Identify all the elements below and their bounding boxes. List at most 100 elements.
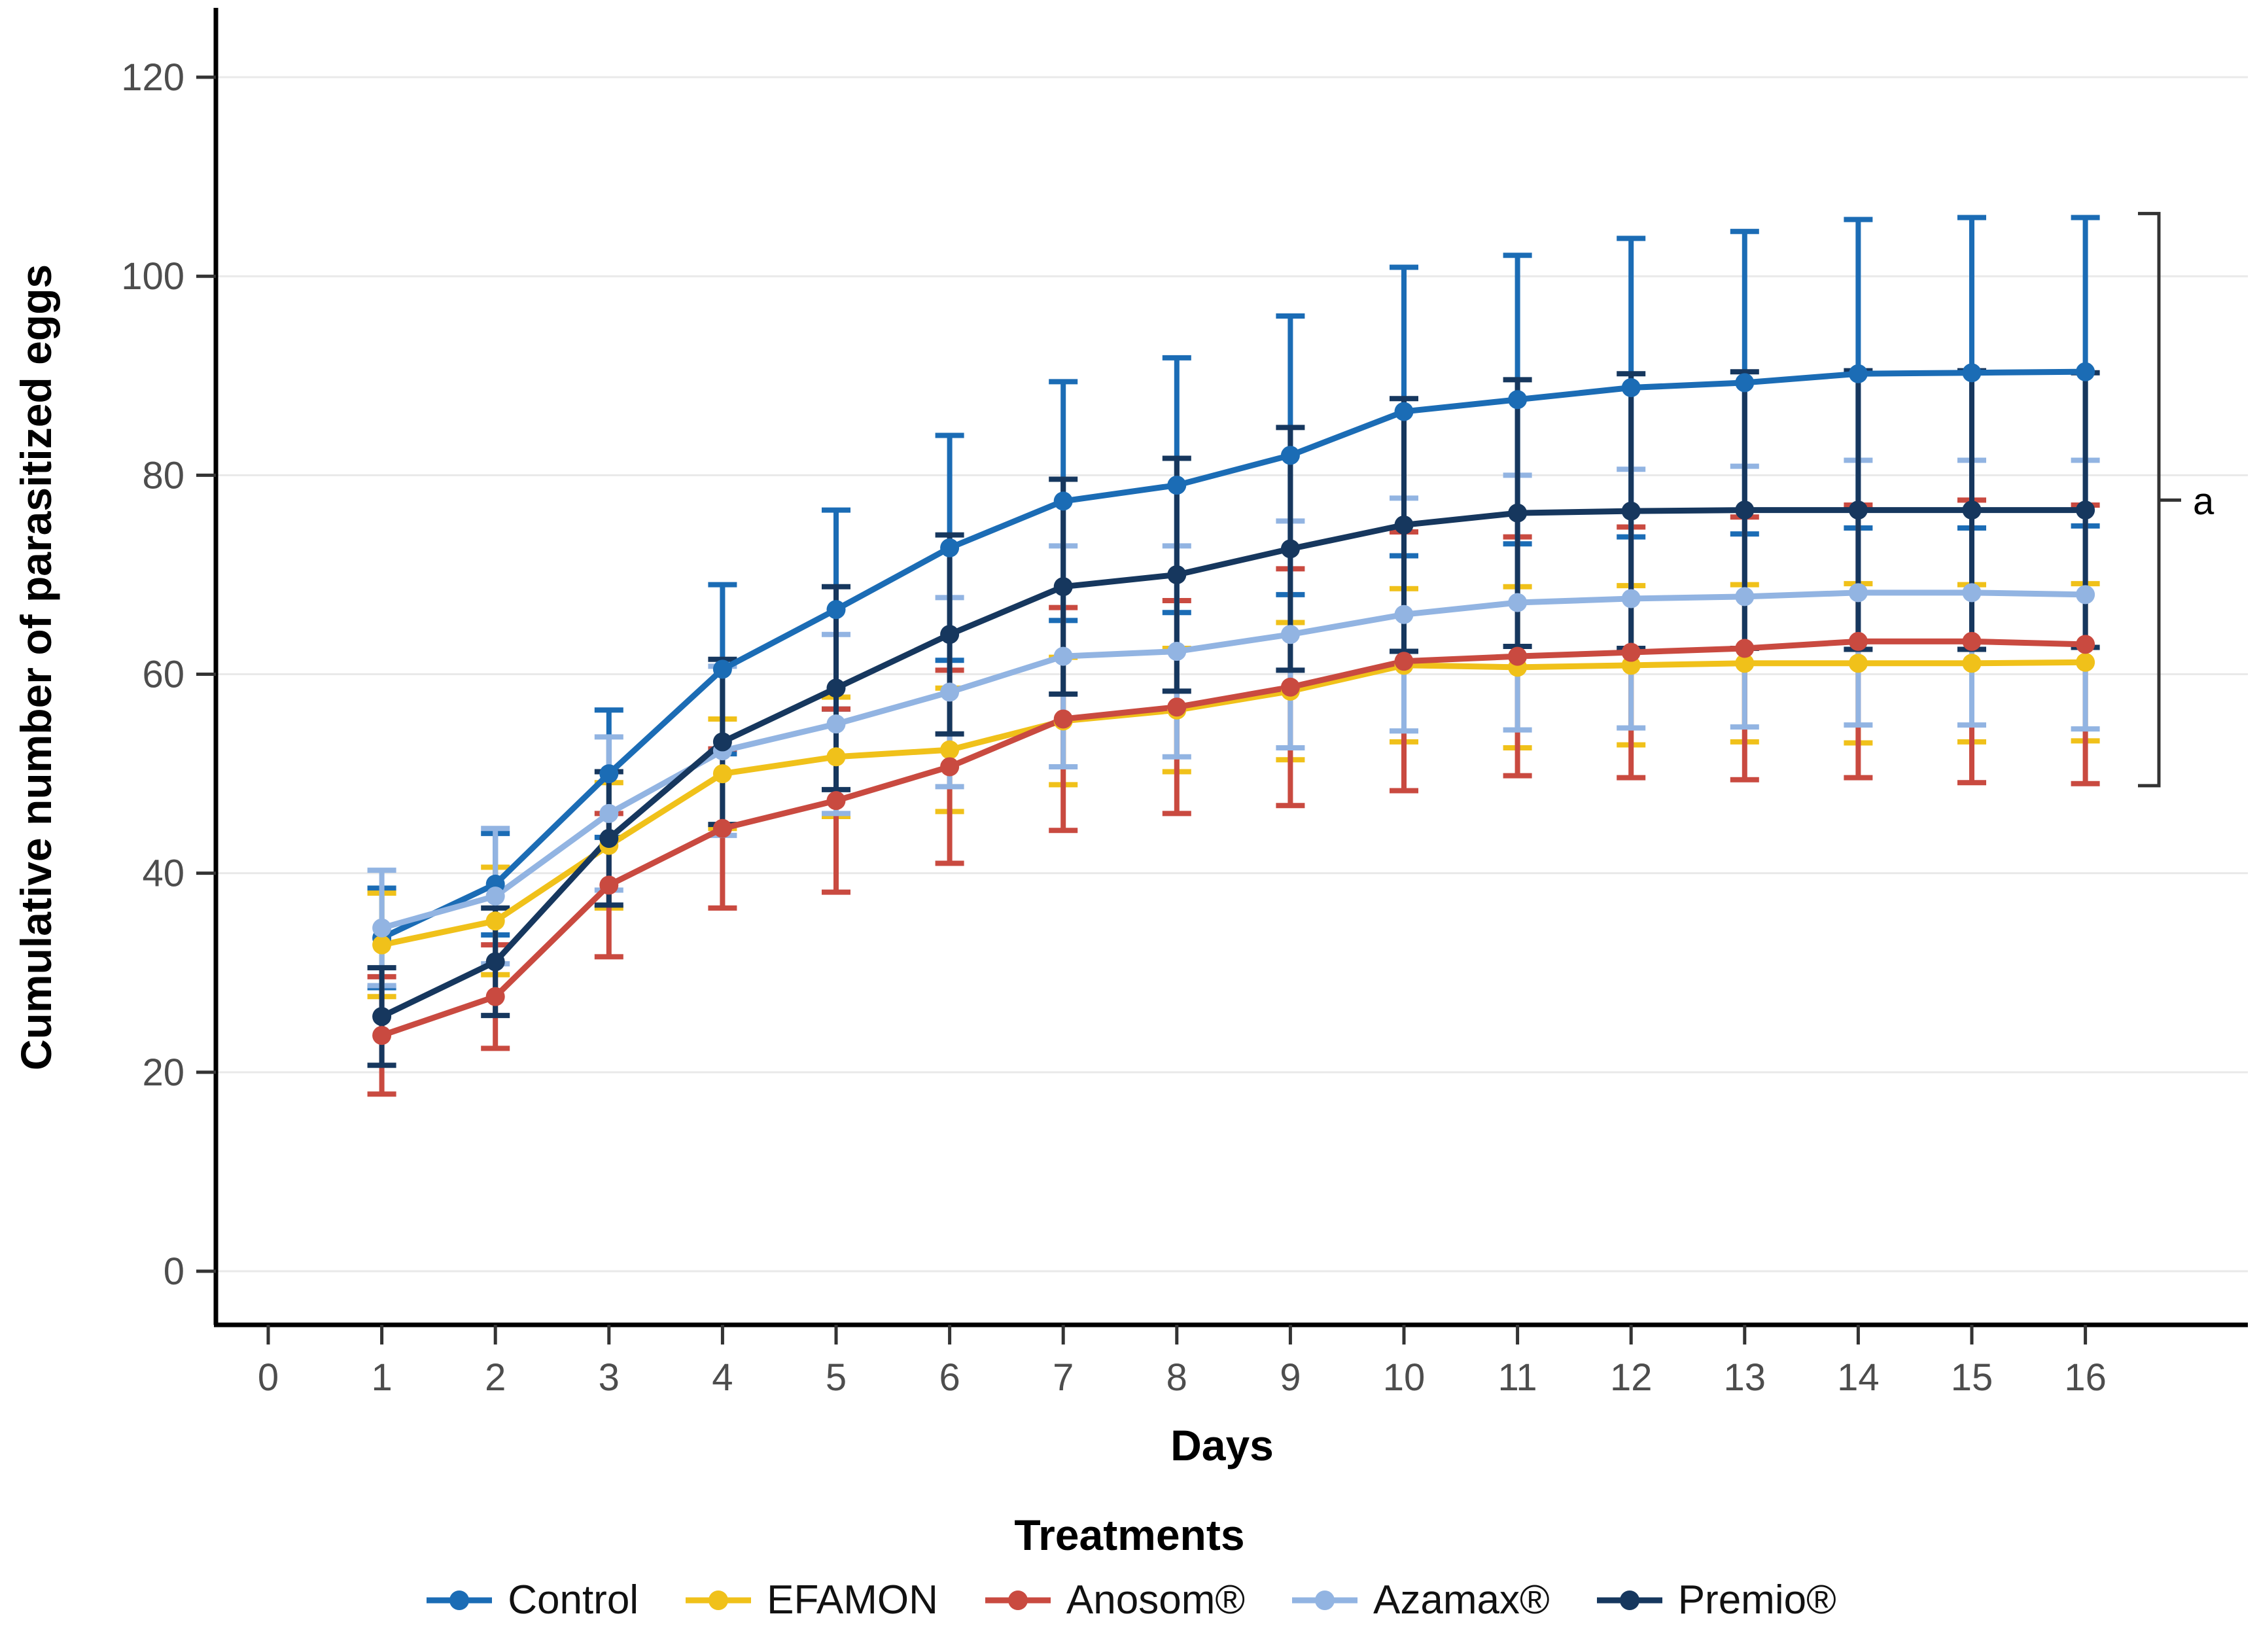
data-point — [1167, 565, 1187, 584]
data-point — [1848, 583, 1868, 603]
x-tick-label: 2 — [485, 1356, 506, 1399]
error-bars — [367, 215, 2100, 1097]
data-point — [2076, 362, 2095, 381]
y-tick-label: 20 — [142, 1051, 184, 1094]
x-tick-label: 15 — [1951, 1356, 1993, 1399]
data-point — [1848, 631, 1868, 651]
data-point — [712, 818, 732, 838]
x-tick-label: 11 — [1497, 1356, 1537, 1399]
y-axis-title: Cumulative number of parasitized eggs — [12, 264, 60, 1070]
data-point — [826, 791, 846, 811]
series-points — [372, 362, 2095, 1046]
series-line — [379, 638, 2089, 1039]
data-point — [2076, 652, 2095, 672]
data-point — [712, 764, 732, 784]
x-tick-label: 12 — [1610, 1356, 1653, 1399]
legend: Treatments Control EFAMON Anosom® Azamax® Pr… — [0, 1510, 2259, 1623]
data-point — [1848, 654, 1868, 673]
legend-row: Control EFAMON Anosom® Azamax® Premio® — [423, 1577, 1836, 1623]
legend-key-dot — [449, 1590, 470, 1610]
data-point — [599, 803, 619, 823]
data-point — [1280, 677, 1300, 697]
x-tick-label: 8 — [1166, 1356, 1187, 1399]
series-line — [379, 368, 2089, 941]
data-point — [712, 732, 732, 752]
x-tick-label: 14 — [1837, 1356, 1880, 1399]
x-tick-label: 9 — [1280, 1356, 1301, 1399]
data-point — [485, 952, 505, 972]
data-point — [1280, 539, 1300, 559]
data-point — [1621, 642, 1641, 662]
data-point — [372, 935, 392, 955]
y-tick-label: 40 — [142, 852, 184, 895]
data-point — [1621, 378, 1641, 398]
axes — [196, 8, 2248, 1344]
data-point — [485, 887, 505, 906]
legend-label: EFAMON — [767, 1577, 938, 1623]
data-point — [1167, 642, 1187, 661]
legend-label: Control — [508, 1577, 639, 1623]
data-point — [940, 740, 960, 760]
legend-key-dot — [1007, 1590, 1028, 1610]
y-tick-label: 120 — [121, 56, 184, 99]
data-point — [826, 678, 846, 698]
data-point — [372, 918, 392, 938]
legend-key-dot — [1619, 1590, 1639, 1610]
legend-item: Premio® — [1593, 1577, 1836, 1623]
bracket-path — [2138, 211, 2181, 788]
data-point — [1053, 577, 1073, 597]
x-tick-label: 1 — [371, 1356, 392, 1399]
x-tick-label: 16 — [2064, 1356, 2107, 1399]
x-tick-label: 10 — [1383, 1356, 1426, 1399]
data-point — [1735, 501, 1755, 520]
data-point — [485, 911, 505, 931]
legend-label: Premio® — [1677, 1577, 1836, 1623]
data-point — [1735, 587, 1755, 606]
x-tick-label: 13 — [1724, 1356, 1766, 1399]
data-point — [1167, 697, 1187, 717]
data-point — [1735, 639, 1755, 658]
data-point — [1167, 476, 1187, 495]
data-point — [2076, 635, 2095, 654]
data-point — [1848, 364, 1868, 383]
significance-bracket — [2138, 211, 2181, 788]
legend-label: Anosom® — [1066, 1577, 1246, 1623]
data-point — [599, 875, 619, 895]
data-point — [1508, 503, 1528, 523]
series-line — [379, 507, 2089, 1020]
x-axis-title: Days — [1170, 1421, 1274, 1469]
data-point — [1848, 501, 1868, 520]
y-tick-label: 80 — [142, 454, 184, 497]
y-tick-label: 100 — [121, 255, 184, 298]
x-tick-label: 7 — [1053, 1356, 1074, 1399]
legend-key-icon — [1596, 1590, 1662, 1610]
legend-key-icon — [985, 1590, 1051, 1610]
legend-title: Treatments — [1014, 1511, 1245, 1559]
data-point — [1394, 652, 1414, 671]
data-point — [1962, 501, 1982, 520]
legend-item: Control — [423, 1577, 639, 1623]
data-point — [1508, 390, 1528, 410]
data-point — [826, 747, 846, 767]
data-point — [1394, 402, 1414, 421]
data-point — [1962, 631, 1982, 651]
data-point — [1280, 446, 1300, 465]
data-point — [1053, 709, 1073, 729]
data-point — [1735, 373, 1755, 393]
significance-label: a — [2193, 480, 2215, 523]
data-point — [372, 1007, 392, 1027]
legend-label: Azamax® — [1373, 1577, 1550, 1623]
y-tick-label: 0 — [164, 1250, 184, 1293]
x-tick-label: 4 — [712, 1356, 733, 1399]
data-point — [940, 625, 960, 644]
x-tick-label: 6 — [939, 1356, 960, 1399]
data-point — [2076, 585, 2095, 605]
x-tick-label: 3 — [599, 1356, 620, 1399]
data-point — [2076, 501, 2095, 520]
data-point — [1394, 605, 1414, 624]
data-point — [1280, 625, 1300, 644]
data-point — [1508, 646, 1528, 666]
data-point — [826, 714, 846, 734]
